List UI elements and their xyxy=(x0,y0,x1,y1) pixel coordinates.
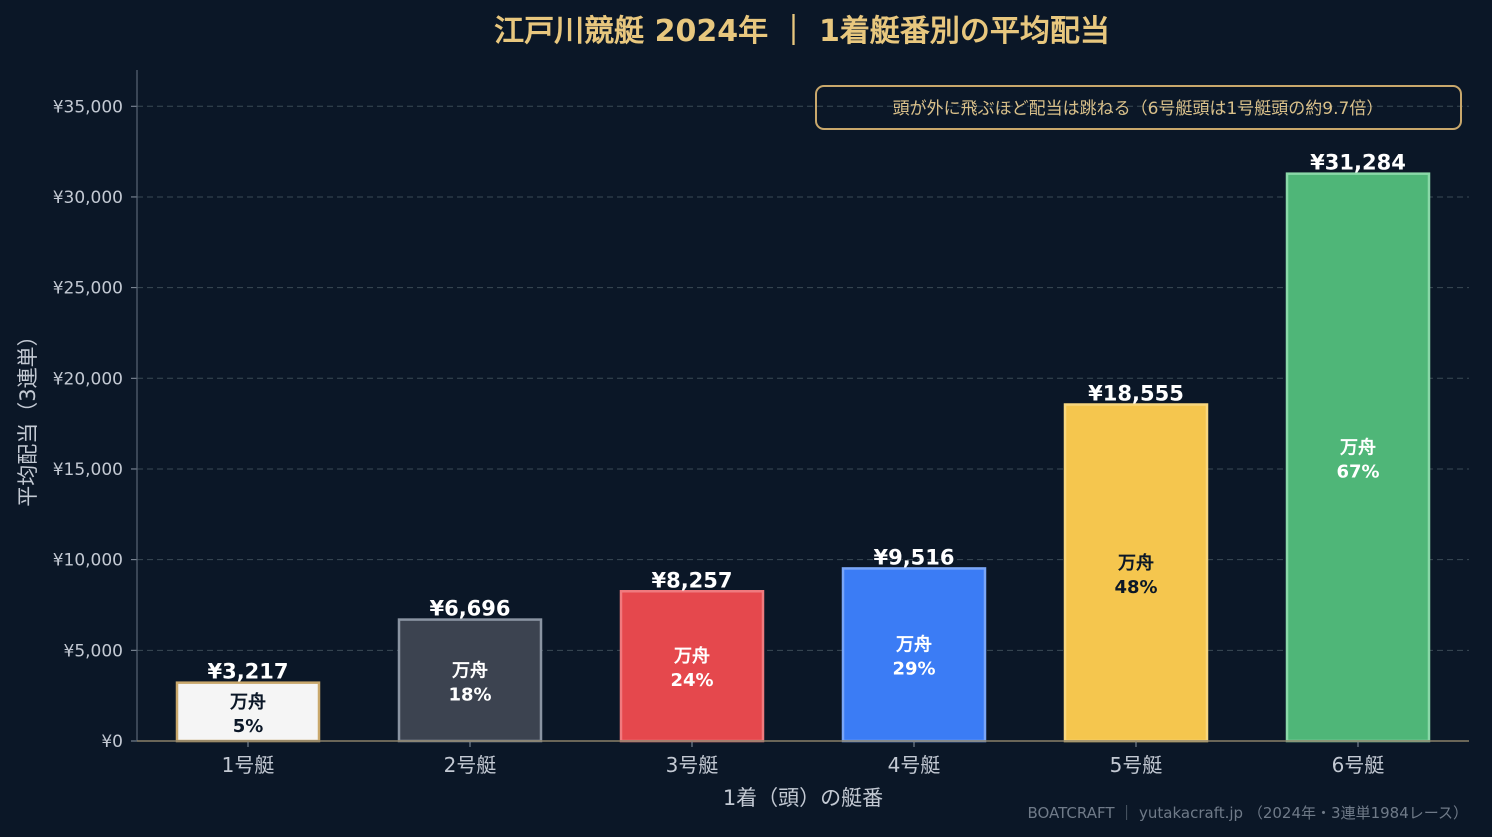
bar-value-label: ¥3,217 xyxy=(207,660,288,684)
bar-inner-label-percent: 48% xyxy=(1114,577,1157,598)
y-tick-label: ¥15,000 xyxy=(53,460,123,480)
bar-inner-label-title: 万舟 xyxy=(1339,436,1376,458)
bar-inner-label-title: 万舟 xyxy=(895,634,932,656)
bar-inner-label-title: 万舟 xyxy=(1117,552,1154,574)
bar-value-label: ¥8,257 xyxy=(651,568,732,592)
grid-lines xyxy=(137,105,1469,651)
x-axis-label: 1着（頭）の艇番 xyxy=(723,786,883,810)
bar xyxy=(1063,403,1209,743)
x-tick-label: 4号艇 xyxy=(888,753,941,777)
bar xyxy=(841,567,987,743)
bar-inner-label-title: 万舟 xyxy=(229,691,266,713)
y-tick-label: ¥0 xyxy=(101,732,123,752)
bar-inner-label-percent: 24% xyxy=(670,670,713,691)
y-tick-label: ¥10,000 xyxy=(53,551,123,571)
bar-value-label: ¥18,555 xyxy=(1088,382,1184,406)
bar-inner-label-percent: 18% xyxy=(448,684,491,705)
x-tick-label: 2号艇 xyxy=(444,753,497,777)
bar-inner-label-title: 万舟 xyxy=(451,659,488,681)
y-tick-label: ¥35,000 xyxy=(53,97,123,117)
bar xyxy=(1285,172,1431,743)
bar-value-label: ¥6,696 xyxy=(429,597,510,621)
annotation-text: 頭が外に飛ぶほど配当は跳ねる（6号艇頭は1号艇頭の約9.7倍） xyxy=(893,99,1384,119)
x-axis: 1号艇 2号艇 3号艇 4号艇 5号艇 6号艇 xyxy=(137,740,1469,777)
x-tick-label: 6号艇 xyxy=(1332,753,1385,777)
annotation-box: 頭が外に飛ぶほど配当は跳ねる（6号艇頭は1号艇頭の約9.7倍） xyxy=(815,85,1462,130)
chart-title: 江戸川競艇 2024年 ｜ 1着艇番別の平均配当 xyxy=(494,14,1110,49)
bar-inner-label-percent: 67% xyxy=(1336,461,1379,482)
x-tick-label: 5号艇 xyxy=(1110,753,1163,777)
y-tick-label: ¥25,000 xyxy=(53,279,123,299)
x-tick-label: 3号艇 xyxy=(666,753,719,777)
footer-credit: BOATCRAFT ｜ yutakacraft.jp （2024年・3連単198… xyxy=(1027,804,1468,822)
y-tick-label: ¥30,000 xyxy=(53,188,123,208)
y-tick-label: ¥20,000 xyxy=(53,369,123,389)
y-axis: ¥0 ¥5,000 ¥10,000 ¥15,000 ¥20,000 ¥25,000 ¥30,… xyxy=(53,70,138,752)
bars: ¥3,217 万舟 5% ¥6,696 万舟 18% ¥8,257 万舟 24% ¥9,516 万舟… xyxy=(175,151,1431,743)
annotation-border xyxy=(815,85,1462,130)
bar-inner-label-title: 万舟 xyxy=(673,645,710,667)
y-axis-label: 平均配当（3連単） xyxy=(16,325,40,506)
bar-value-label: ¥9,516 xyxy=(873,545,954,569)
bar-value-label: ¥31,284 xyxy=(1310,151,1406,175)
x-tick-label: 1号艇 xyxy=(222,753,275,777)
bar-inner-label-percent: 5% xyxy=(233,716,264,737)
bar-inner-label-percent: 29% xyxy=(892,659,935,680)
y-tick-label: ¥5,000 xyxy=(64,641,123,661)
